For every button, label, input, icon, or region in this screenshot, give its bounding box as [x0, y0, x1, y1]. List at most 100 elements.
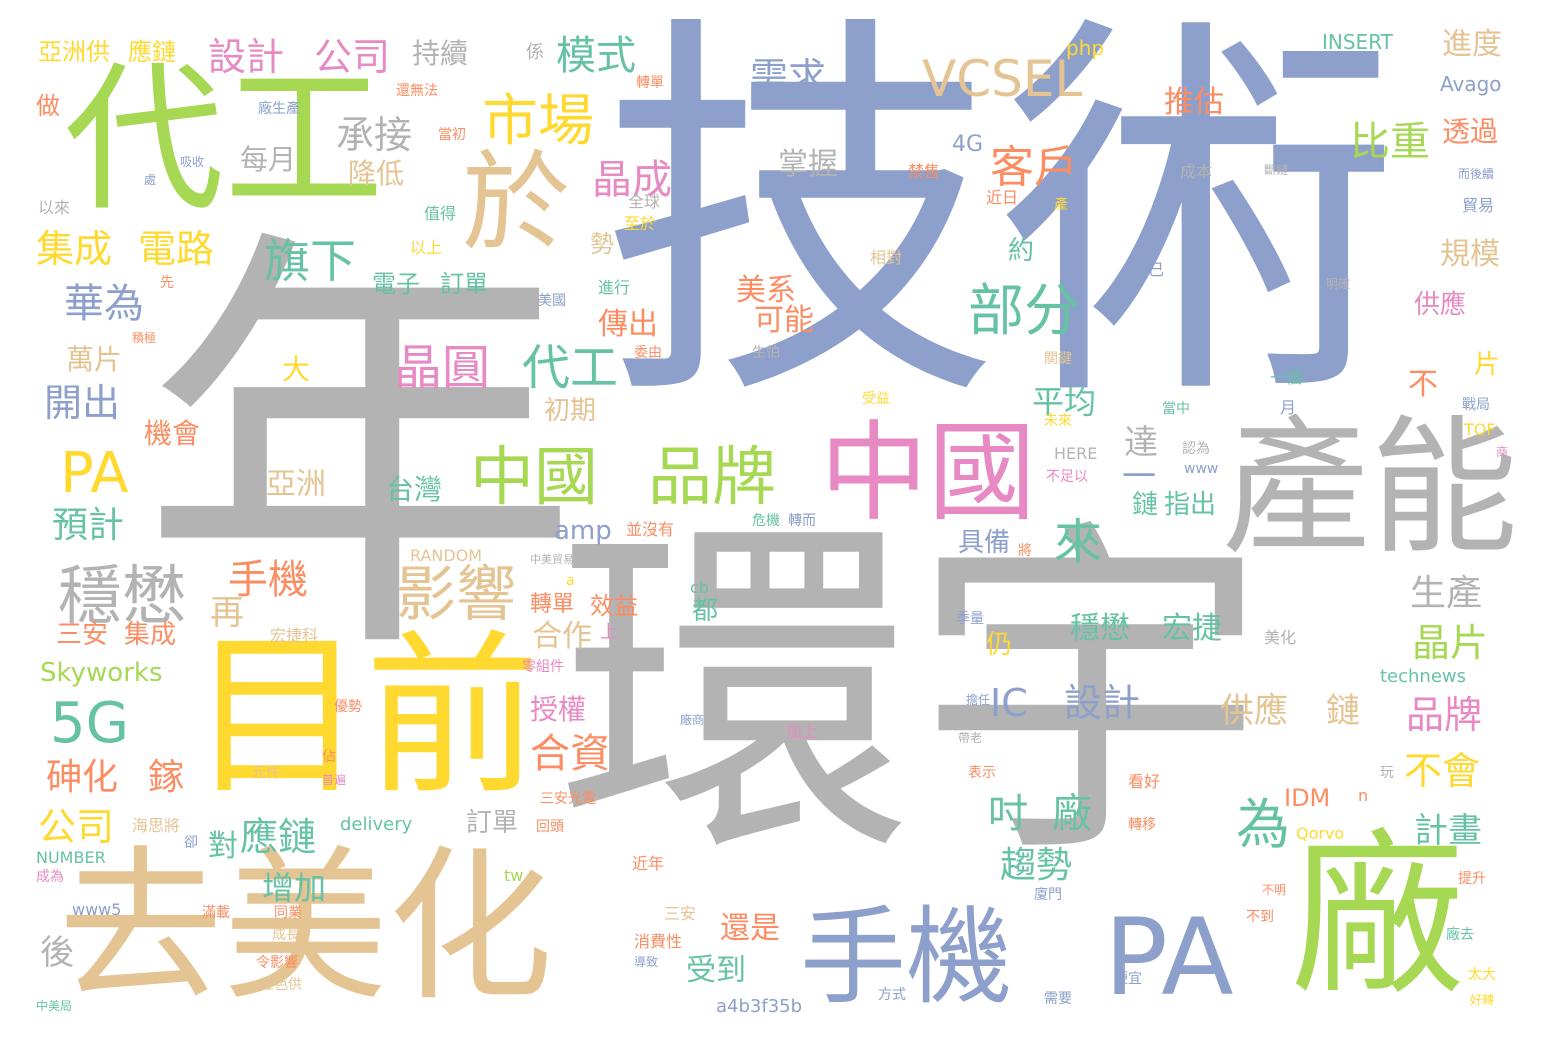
word: 品牌 — [1406, 693, 1483, 737]
word: 三安 — [664, 904, 697, 923]
word: a — [566, 573, 575, 589]
word: 令影響 — [256, 955, 298, 971]
word: 普遍 — [322, 773, 347, 787]
word: 模式 — [556, 33, 636, 79]
word: 中國 — [820, 411, 1037, 536]
word: 技術 — [600, 0, 1400, 450]
word: 三安光電 — [540, 791, 596, 807]
word: PA — [60, 441, 129, 506]
word: 消費性 — [634, 932, 683, 951]
word: 危機 — [752, 513, 780, 529]
word: 佔 — [322, 749, 336, 765]
word: 已 — [1148, 260, 1165, 279]
word: 好轉 — [1470, 993, 1495, 1007]
word: 公司 — [38, 805, 115, 849]
word: 環宇 — [558, 488, 1268, 902]
word: 進度 — [1442, 27, 1502, 62]
word: 季量 — [956, 611, 984, 627]
word: 需求 — [750, 55, 827, 99]
word: 降低 — [348, 157, 405, 190]
word: 處 — [144, 173, 157, 187]
word: 於 — [462, 141, 571, 266]
word: 需要 — [1044, 991, 1072, 1007]
word: 不足以 — [1046, 469, 1088, 485]
word: 先 — [160, 275, 174, 291]
word: 未來 — [1044, 413, 1072, 429]
word: 代工 — [64, 46, 385, 233]
word: 訂單 — [440, 270, 488, 298]
word: 當中 — [1162, 401, 1190, 417]
word: 關鍵 — [1044, 351, 1072, 367]
word: 近日 — [986, 188, 1019, 207]
word: 去美化 — [58, 831, 553, 1023]
word: 生產 — [1410, 573, 1483, 614]
word: 客戶 — [990, 142, 1078, 193]
word: 轉而 — [788, 513, 816, 529]
word: 具備 — [958, 528, 1011, 558]
word: 玩 — [1380, 765, 1394, 781]
word: cb — [690, 578, 709, 597]
word: 明確 — [1326, 277, 1351, 291]
word: 影響 — [396, 560, 516, 630]
word: 電路 — [138, 227, 215, 271]
word: 合資 — [530, 731, 610, 777]
word: 廠去 — [1446, 927, 1474, 943]
word: 推估 — [1164, 85, 1224, 120]
word: 零組件 — [522, 659, 564, 675]
word: 三安 — [56, 620, 109, 650]
word: 受益 — [862, 391, 890, 407]
word: 廠 — [1052, 791, 1092, 837]
word: 片 — [1474, 350, 1501, 380]
word: 成為 — [36, 869, 64, 885]
word: 指出 — [1164, 490, 1217, 520]
word: 表示 — [968, 765, 996, 781]
word: 美系 — [736, 273, 796, 308]
word: 係 — [526, 42, 544, 63]
word: 晶成 — [592, 157, 672, 203]
word: 不到 — [1246, 909, 1274, 925]
word: 宏捷科 — [270, 626, 319, 645]
word: 供應 — [1220, 691, 1288, 731]
word: 廠 — [1290, 816, 1465, 1019]
word: 預計 — [52, 505, 125, 546]
word: IDM — [1284, 784, 1331, 812]
word: 同業 — [274, 905, 302, 921]
word: 卻 — [184, 835, 198, 851]
word: 廈門 — [1034, 887, 1062, 903]
word: 持續 — [412, 37, 469, 70]
word: RANDOM — [410, 546, 483, 565]
word: 手機 — [228, 557, 308, 603]
word: 受到 — [686, 953, 746, 988]
word: 亞洲供 — [38, 38, 110, 66]
word: 導致 — [634, 955, 659, 969]
word: 手機 — [800, 896, 1012, 1019]
word: 再 — [210, 593, 244, 633]
word: 還是 — [720, 911, 780, 946]
word: 滿載 — [202, 905, 230, 921]
word: 吸收 — [180, 155, 205, 169]
word: 商 — [1496, 445, 1509, 459]
word: 來 — [1054, 514, 1103, 570]
word: 5G — [50, 691, 130, 756]
word: 都 — [692, 596, 719, 626]
word: 仍 — [986, 630, 1013, 660]
word: a4b3f35b — [716, 996, 803, 1017]
word: 產 — [1054, 197, 1068, 213]
word: 平均 — [1032, 383, 1097, 421]
word: 美化 — [1264, 628, 1297, 647]
word: 4G — [952, 132, 984, 157]
word: 中美局 — [36, 999, 73, 1013]
word: 品牌 — [648, 441, 776, 515]
word: 海思將 — [132, 816, 181, 835]
word: 值得 — [424, 204, 457, 223]
word: 至於 — [624, 214, 657, 233]
word: 台灣 — [386, 473, 443, 506]
word: 亞洲 — [266, 467, 326, 502]
word: 為 — [1236, 793, 1290, 856]
word: 吋 — [988, 791, 1028, 837]
word: 集成 — [124, 620, 177, 650]
word: 廠商 — [680, 713, 705, 727]
word: 而後續 — [1458, 167, 1495, 181]
word: 近年 — [632, 854, 665, 873]
